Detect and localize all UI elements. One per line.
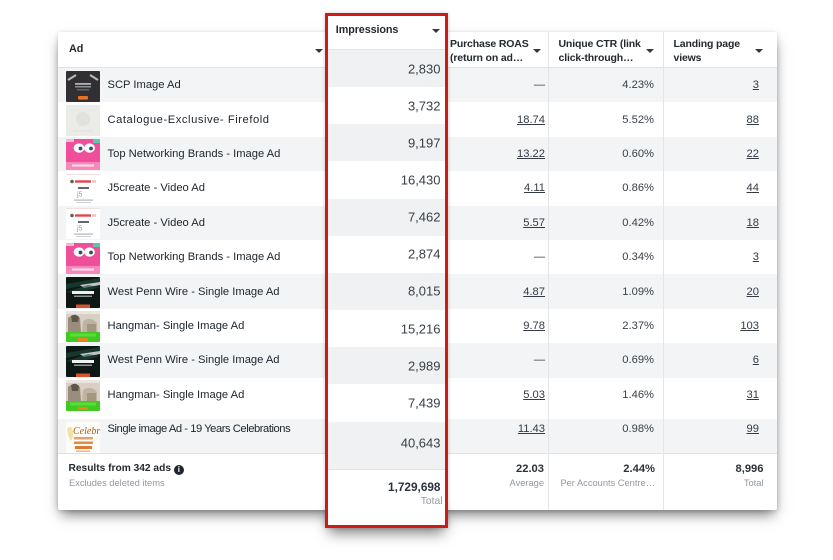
svg-text:j5: j5 [76, 226, 83, 233]
svg-text:j5: j5 [76, 191, 83, 198]
svg-text:Celebr: Celebr [73, 426, 100, 437]
